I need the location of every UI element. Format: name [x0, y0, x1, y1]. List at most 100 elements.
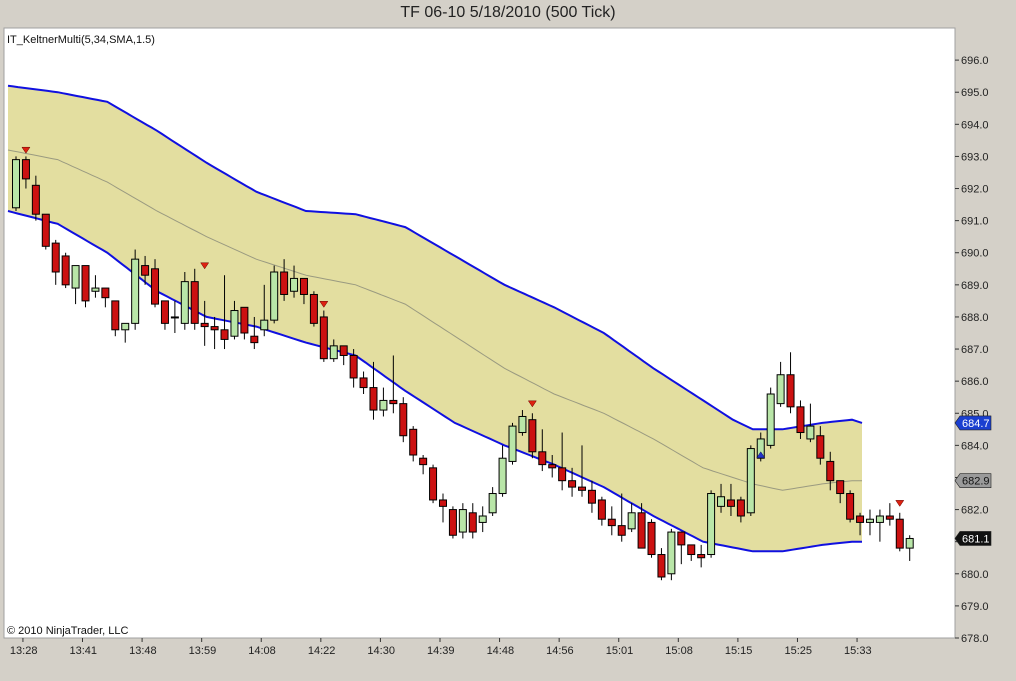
candle: [81, 265, 90, 308]
x-tick-label: 13:48: [129, 645, 157, 657]
candle: [91, 275, 100, 298]
candle: [538, 429, 547, 472]
candle-body: [736, 499, 745, 517]
candle-body: [776, 374, 785, 405]
candle: [478, 506, 487, 533]
candle: [905, 535, 914, 561]
upper-band-badge-label: 684.7: [962, 418, 990, 430]
candle-body: [786, 374, 795, 408]
y-tick-label: 690.0: [961, 248, 989, 260]
candle-body: [836, 480, 845, 495]
candle-body: [816, 435, 825, 459]
candle-body: [488, 493, 497, 514]
candle: [647, 519, 656, 558]
candle: [776, 361, 785, 407]
y-tick-label: 688.0: [961, 312, 989, 324]
candle: [726, 483, 735, 516]
candle-body: [389, 399, 398, 405]
candle-body: [379, 399, 388, 411]
candle: [160, 300, 169, 330]
candle: [498, 445, 507, 497]
candle-body: [21, 159, 30, 180]
candle: [141, 255, 150, 285]
candle-body: [41, 213, 50, 247]
x-tick-label: 13:59: [189, 645, 217, 657]
candle-body: [190, 281, 199, 324]
candle-body: [210, 326, 219, 331]
candle: [349, 349, 358, 388]
candle: [766, 387, 775, 449]
candle-body: [309, 293, 318, 324]
copyright-label: © 2010 NinjaTrader, LLC: [7, 625, 128, 637]
candle: [61, 252, 70, 289]
candle: [190, 268, 199, 330]
candle: [468, 503, 477, 539]
x-tick-label: 14:48: [487, 645, 515, 657]
keltner-bands: [7, 84, 863, 553]
candle-body: [478, 515, 487, 523]
candle: [230, 300, 239, 340]
middle-band-badge-label: 682.9: [962, 476, 990, 488]
candle-body: [180, 281, 189, 324]
x-tick-label: 15:25: [784, 645, 812, 657]
x-tick-label: 14:56: [546, 645, 574, 657]
candle: [865, 509, 874, 536]
candle: [578, 445, 587, 497]
price-axis[interactable]: 678.0679.0680.0681.0682.0683.0684.0685.0…: [955, 55, 989, 645]
candle-body: [61, 255, 70, 286]
x-tick-label: 13:41: [70, 645, 98, 657]
y-tick-label: 689.0: [961, 280, 989, 292]
y-tick-label: 680.0: [961, 569, 989, 581]
y-tick-label: 686.0: [961, 376, 989, 388]
middle-band-badge-bg: [954, 473, 992, 488]
candle-body: [746, 448, 755, 514]
candle: [796, 400, 805, 439]
x-tick-label: 15:08: [665, 645, 693, 657]
candle-body: [299, 277, 308, 295]
candle-body: [220, 329, 229, 340]
candle: [895, 512, 904, 552]
candle: [270, 265, 279, 324]
candle: [290, 265, 299, 298]
candle: [806, 403, 815, 443]
candle: [697, 544, 706, 568]
candle-body: [339, 345, 348, 356]
candle-body: [627, 512, 636, 530]
candle: [508, 422, 517, 465]
candle-body: [458, 509, 467, 533]
candle-body: [141, 265, 150, 276]
candle: [875, 509, 884, 542]
candle-body: [617, 525, 626, 536]
candle: [448, 506, 457, 539]
candle: [548, 455, 557, 478]
sell-signal-marker: [319, 301, 329, 308]
candle-body: [717, 496, 726, 507]
last-price-badge: 681.1: [954, 531, 992, 546]
candle: [438, 493, 447, 523]
chart-title: TF 06-10 5/18/2010 (500 Tick): [400, 4, 616, 21]
candle: [240, 306, 249, 340]
candle: [121, 322, 130, 343]
candle: [587, 480, 596, 513]
candle-body: [429, 467, 438, 501]
candle: [667, 528, 676, 581]
x-tick-label: 14:08: [248, 645, 276, 657]
time-axis[interactable]: 13:28 13:41 13:48 13:59 14:08 14:22 14:30 14:39…: [10, 638, 872, 657]
sell-signal-marker: [200, 262, 210, 270]
candle: [319, 310, 328, 362]
candle: [409, 426, 418, 462]
candle: [707, 490, 716, 558]
candle-body: [905, 537, 914, 549]
band-fill: [8, 85, 862, 552]
candle-body: [756, 438, 765, 459]
candle: [200, 300, 209, 346]
signal-markers: [21, 146, 905, 507]
candle-body: [399, 403, 408, 437]
y-tick-label: 694.0: [961, 119, 989, 131]
candle-body: [151, 268, 160, 305]
candle: [339, 345, 348, 366]
candle-body: [200, 322, 209, 328]
candle: [677, 531, 686, 565]
candle: [846, 490, 855, 523]
